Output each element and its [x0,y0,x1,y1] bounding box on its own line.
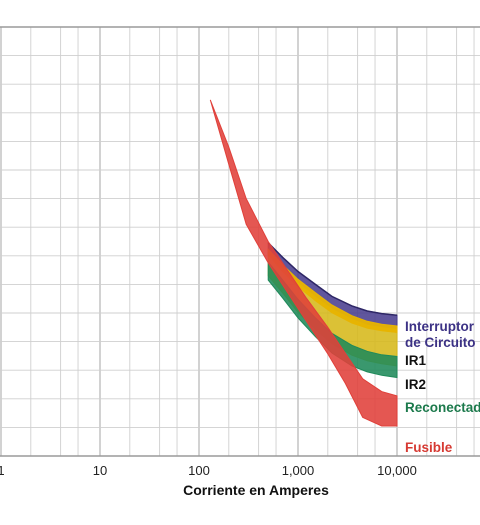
band-fusible [209,99,398,427]
label-ir2: IR2 [405,377,426,392]
x-axis-label: Corriente en Amperes [183,482,329,498]
label-fusible: Fusible [405,440,453,455]
x-tick-label: 1 [0,463,5,478]
label-interruptor-de-circuito: Interruptor [405,319,475,334]
label-ir1: IR1 [405,353,427,368]
band-breaker-upper-edge [267,242,398,317]
label-interruptor-de-circuito: de Circuito [405,335,476,350]
x-tick-label: 10,000 [377,463,417,478]
x-tick-label: 100 [188,463,210,478]
x-tick-label: 10 [93,463,107,478]
label-reconectador: Reconectador [405,400,480,415]
chart-bands [209,99,398,427]
chart-grid [0,26,480,457]
x-tick-label: 1,000 [282,463,315,478]
